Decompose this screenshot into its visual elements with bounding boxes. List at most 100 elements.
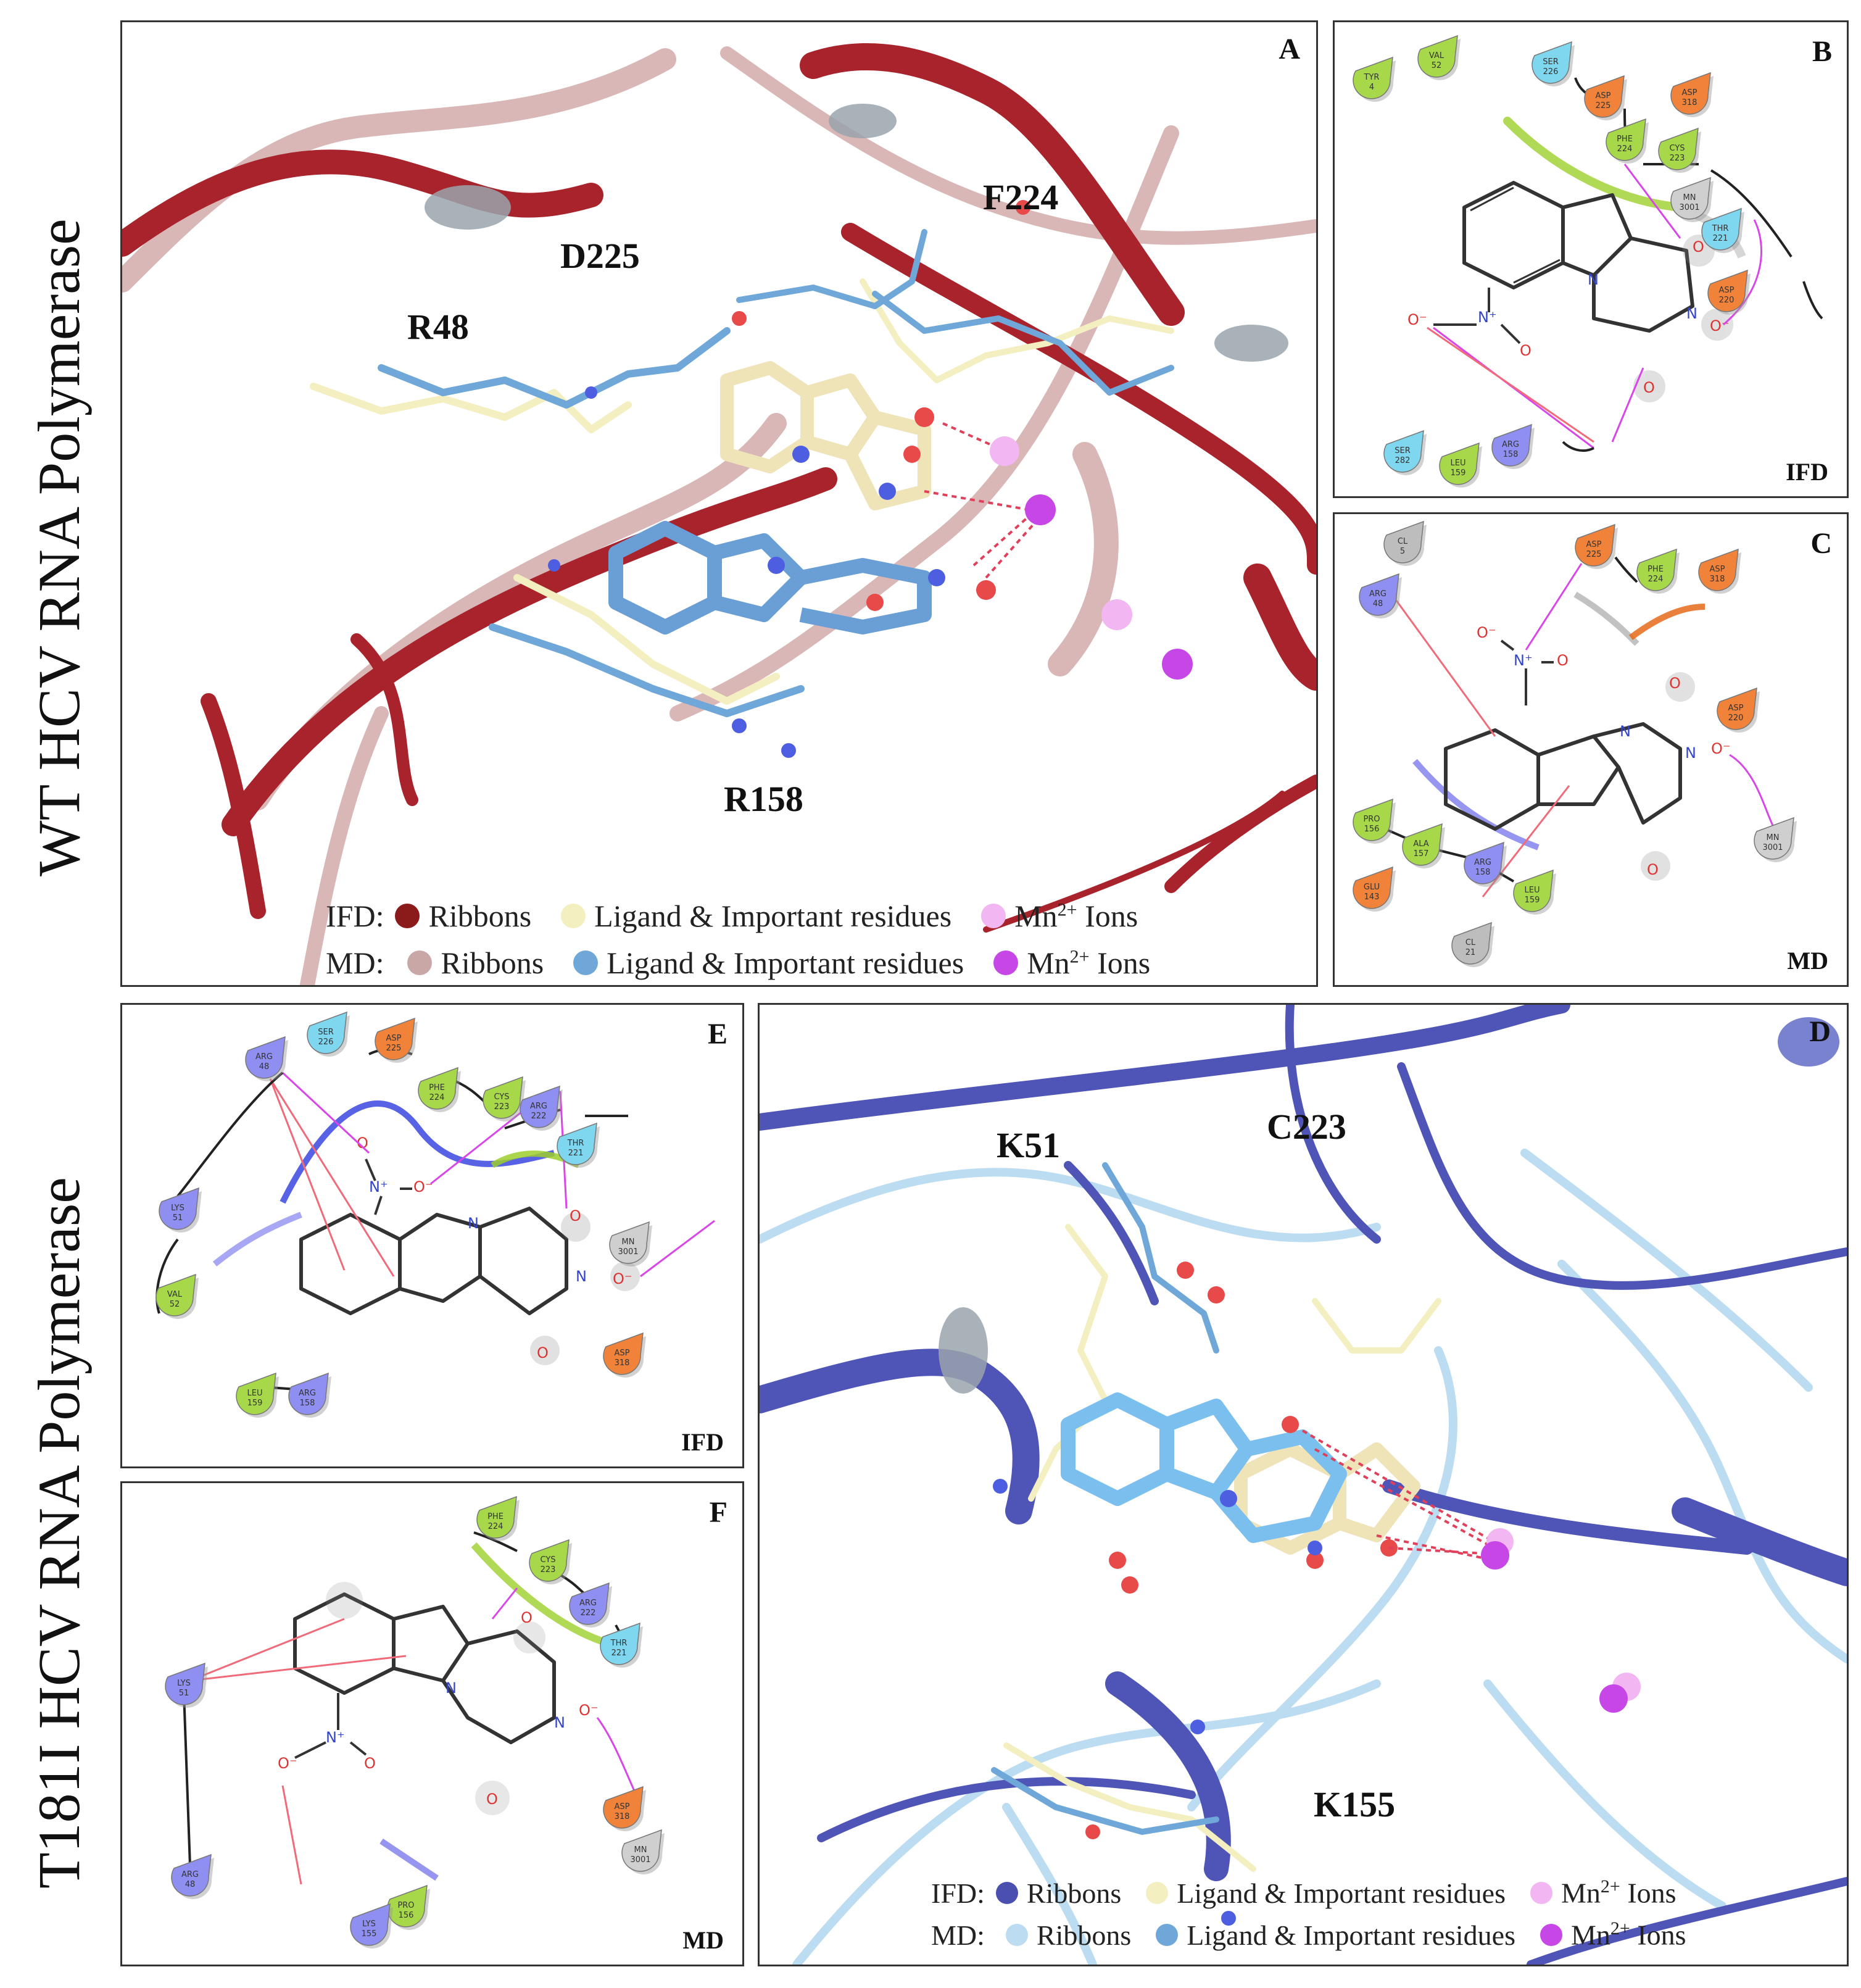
panel-c-letter: C (1810, 527, 1832, 560)
legend-mn-md-swatch (993, 950, 1019, 975)
residue-name: ALA (1413, 839, 1428, 849)
panel-c-method: MD (1787, 947, 1828, 975)
residue-name: PHE (1617, 135, 1633, 144)
residue-name: VAL (1429, 51, 1444, 60)
legend-ions-label: Mn2+ Ions (1571, 1918, 1686, 1951)
atom-o: O (570, 1207, 581, 1225)
panel-c: N N O O O⁻ N⁺ O⁻ O CL 5 ASP 225 PHE 224 ASP 318… (1333, 512, 1849, 987)
legend-ligand-label: Ligand & Important residues (1187, 1919, 1515, 1951)
residue-number: 226 (318, 1038, 334, 1047)
panel-b-method: IFD (1786, 458, 1828, 486)
legend-ifd-prefix: IFD: (326, 899, 384, 933)
residue-name: ARG (181, 1870, 199, 1879)
panel-f: N N O O O⁻ N⁺ O⁻ O PHE 224 CYS 223 ARG 222 THR… (120, 1481, 744, 1966)
atom-n-plus: N⁺ (369, 1178, 388, 1196)
legend-ligand-label: Ligand & Important residues (594, 899, 952, 933)
residue-number: 158 (1503, 450, 1519, 459)
residue-label-c223: C223 (1267, 1107, 1346, 1147)
residue-name: ARG (299, 1389, 316, 1398)
residue-number: 225 (1586, 550, 1602, 559)
panel-b: N N O O O⁻ N⁺ O⁻ O TYR 4 VAL 52 SER 226 ASP 225… (1333, 20, 1849, 498)
residue-number: 220 (1728, 713, 1744, 723)
residue-number: 222 (531, 1112, 547, 1121)
panel-e: N N O O O⁻ N⁺ O⁻ O SER 226 ASP 225 ARG 48 PHE 2… (120, 1003, 744, 1468)
residue-name: MN (622, 1237, 635, 1247)
atom-o: O (486, 1790, 498, 1808)
residue-number: 5 (1400, 547, 1405, 556)
residue-number: 221 (611, 1649, 627, 1658)
side-title-mutant: T181I HCV RNA Polymerase (26, 1177, 92, 1889)
atom-o-minus: O⁻ (1711, 740, 1731, 757)
residue-name: ARG (1502, 440, 1519, 449)
legend-wt-md-ribbon-swatch (407, 950, 433, 975)
legend-mn-md-swatch (1540, 1924, 1562, 1946)
panel-d-structure (760, 1005, 1847, 1965)
residue-name: LEU (1451, 459, 1466, 468)
residue-number: 159 (247, 1399, 263, 1408)
atom-o-minus: O⁻ (413, 1178, 433, 1196)
residue-number: 226 (1543, 67, 1559, 77)
residue-number: 158 (1475, 868, 1491, 877)
residue-name: PHE (1648, 565, 1664, 574)
residue-name: LYS (362, 1919, 376, 1929)
panel-f-diagram: N N O O O⁻ N⁺ O⁻ O PHE224CYS223ARG222THR… (165, 1495, 665, 1948)
panel-f-method: MD (682, 1926, 724, 1954)
residue-label-r158: R158 (724, 779, 803, 819)
residue-name: ASP (615, 1802, 630, 1811)
atom-o: O (1557, 652, 1569, 669)
atom-n: N (1620, 723, 1631, 740)
residue-name: SER (1543, 57, 1559, 67)
residue-name: LYS (177, 1679, 191, 1688)
atom-n: N (1686, 305, 1697, 322)
residue-number: 224 (1617, 144, 1633, 154)
legend-row-md: MD: Ribbons Ligand & Important residues … (931, 1914, 1686, 1956)
residue-number: 52 (170, 1300, 180, 1309)
atom-o: O (537, 1344, 549, 1362)
residue-number: 156 (1364, 825, 1380, 834)
residue-number: 3001 (618, 1247, 638, 1257)
residue-number: 221 (1713, 234, 1728, 243)
atom-n-plus: N⁺ (1478, 309, 1497, 326)
residue-name: PRO (397, 1901, 414, 1910)
residue-number: 3001 (1762, 843, 1783, 852)
residue-name: THR (1712, 224, 1729, 233)
residue-number: 225 (1596, 101, 1611, 110)
panel-d: D K51 C223 K155 IFD: Ribbons Ligand & Im… (758, 1003, 1849, 1966)
residue-number: 48 (259, 1062, 270, 1071)
residue-name: PHE (429, 1083, 445, 1092)
residue-number: 159 (1525, 896, 1540, 905)
residue-name: MN (1767, 833, 1780, 842)
residue-number: 224 (1648, 575, 1664, 584)
panel-a-legend: IFD: Ribbons Ligand & Important residues… (326, 892, 1150, 985)
residue-number: 224 (429, 1093, 445, 1102)
residue-number: 225 (386, 1044, 402, 1053)
residue-name: MN (1683, 193, 1696, 202)
residue-number: 157 (1414, 849, 1429, 859)
residue-name: ARG (530, 1102, 547, 1111)
side-title-wt: WT HCV RNA Polymerase (26, 218, 92, 876)
residue-number: 282 (1395, 456, 1411, 465)
panel-c-diagram: N N O O O⁻ N⁺ O⁻ O CL5ASP225PHE224ASP318… (1353, 520, 1797, 967)
panel-b-letter: B (1812, 35, 1832, 68)
residue-number: 51 (179, 1689, 189, 1698)
residue-number: 224 (488, 1522, 504, 1531)
residue-name: ASP (386, 1034, 402, 1043)
residue-name: SER (1395, 446, 1411, 455)
legend-md-prefix: MD: (931, 1919, 985, 1951)
residue-number: 222 (581, 1608, 596, 1618)
